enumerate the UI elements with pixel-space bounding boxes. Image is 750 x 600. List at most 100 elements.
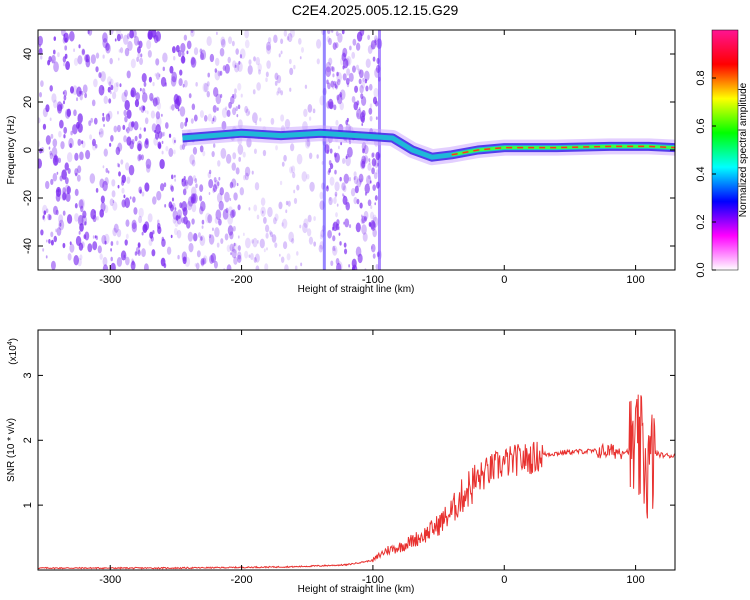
noise-blob [172,46,176,54]
noise-blob [287,200,291,207]
noise-blob [337,145,340,150]
noise-blob [216,31,218,36]
noise-blob [207,72,210,78]
noise-blob [345,202,350,211]
noise-blob [231,40,235,47]
noise-blob [58,214,64,224]
noise-blob [145,164,151,173]
noise-blob [232,225,236,232]
noise-blob [191,218,195,225]
noise-blob [103,95,108,105]
noise-blob [211,119,214,125]
noise-blob [59,175,63,182]
noise-blob [179,202,183,209]
noise-blob [307,103,313,113]
noise-blob [184,121,188,127]
noise-blob [292,172,296,179]
noise-blob [264,263,269,270]
noise-blob [226,153,232,164]
noise-blob [242,151,246,158]
noise-blob [62,192,67,201]
noise-blob [308,116,312,121]
noise-blob [209,254,214,265]
noise-blob [118,49,121,53]
noise-blob [65,192,71,203]
noise-blob [134,99,140,108]
noise-blob [346,55,352,67]
noise-blob [359,30,365,37]
noise-blob [269,231,273,238]
noise-blob [64,162,69,171]
noise-blob [333,152,337,158]
noise-blob [372,56,376,62]
noise-blob [79,90,82,95]
vertical-streak [377,30,381,270]
noise-blob [79,151,84,161]
noise-blob [279,180,283,186]
noise-blob [361,160,366,169]
noise-blob [217,181,220,187]
spectrogram-heatmap [38,30,675,270]
noise-blob [128,164,135,176]
noise-blob [171,197,175,202]
noise-blob [150,96,154,103]
noise-blob [347,146,353,158]
noise-blob [193,47,199,56]
noise-blob [74,212,79,222]
noise-blob [270,117,275,125]
noise-blob [253,256,257,263]
noise-blob [138,207,144,218]
noise-blob [110,84,114,91]
snr-plot: -300 -200 -100 0 100 1 2 3 Height of straight … [6,329,676,595]
noise-blob [274,242,278,248]
noise-blob [334,193,337,198]
noise-blob [214,216,219,224]
noise-blob [206,36,212,47]
noise-blob [293,189,296,194]
noise-blob [102,86,105,91]
noise-blob [113,223,119,233]
noise-blob [255,56,261,66]
noise-blob [244,30,250,39]
noise-blob [226,244,231,253]
noise-blob [290,143,295,152]
noise-blob [209,53,215,63]
x-tick-label: -200 [231,574,253,586]
noise-blob [353,175,359,185]
noise-blob [359,69,364,79]
noise-blob [107,76,112,85]
noise-blob [138,186,143,194]
noise-blob [185,117,189,123]
noise-blob [332,245,336,252]
noise-blob [370,211,375,220]
noise-blob [220,148,227,159]
noise-blob [280,256,285,263]
noise-blob [175,45,180,53]
noise-blob [38,117,41,124]
y-tick-label: -20 [22,190,34,206]
noise-blob [168,133,172,138]
noise-blob [102,256,108,267]
noise-blob [47,213,51,221]
noise-blob [177,254,180,260]
noise-blob [303,218,309,228]
noise-blob [116,228,122,238]
noise-blob [104,240,107,245]
noise-blob [98,84,105,96]
noise-blob [139,57,144,66]
noise-blob [130,261,136,270]
noise-blob [339,101,344,111]
noise-blob [180,55,186,64]
noise-blob [325,185,329,192]
noise-blob [39,147,43,154]
noise-blob [117,110,119,115]
noise-blob [368,107,373,115]
noise-blob [78,44,81,49]
noise-blob [212,105,217,113]
noise-blob [371,167,375,175]
noise-blob [190,57,197,68]
noise-blob [56,227,62,236]
noise-blob [355,42,361,51]
noise-blob [371,152,375,158]
noise-blob [206,91,210,98]
